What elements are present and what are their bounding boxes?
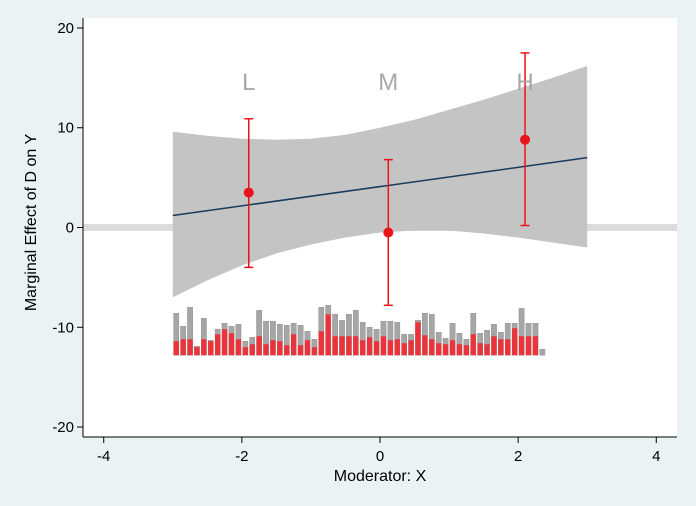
hist-bar-treated — [415, 322, 421, 356]
hist-bar-treated — [401, 343, 407, 356]
x-tick-label: 0 — [376, 448, 384, 465]
y-tick-label: -20 — [52, 419, 74, 436]
hist-bar-treated — [422, 335, 428, 356]
hist-bar-treated — [442, 344, 449, 356]
hist-bar-treated — [373, 341, 380, 356]
hist-bar-treated — [346, 336, 352, 356]
hist-bar-treated — [518, 336, 525, 356]
hist-bar-treated — [249, 344, 255, 356]
hist-bar-treated — [228, 333, 235, 356]
hist-bar-treated — [463, 345, 469, 356]
hist-bar-treated — [297, 345, 304, 356]
hist-bar-treated — [408, 340, 414, 356]
hist-bar-treated — [505, 339, 511, 356]
estimate-point — [383, 227, 394, 238]
hist-bar-treated — [394, 339, 400, 356]
hist-bar-treated — [456, 344, 463, 356]
hist-bar-treated — [173, 341, 179, 356]
bin-label-h: H — [516, 69, 533, 96]
hist-bar-treated — [180, 339, 186, 356]
estimate-point — [243, 187, 254, 198]
hist-bar-treated — [387, 340, 394, 356]
hist-bar-treated — [235, 339, 242, 356]
hist-bar-treated — [277, 341, 283, 356]
x-tick-label: 4 — [652, 448, 660, 465]
estimate-point — [520, 134, 531, 145]
hist-bar-treated — [187, 339, 193, 356]
hist-bar-treated — [318, 331, 324, 356]
hist-bar-treated — [380, 336, 387, 356]
hist-bar-total — [539, 349, 546, 356]
hist-bar-treated — [436, 343, 442, 356]
hist-bar-treated — [221, 329, 228, 356]
hist-bar-treated — [208, 341, 214, 356]
hist-bar-treated — [242, 347, 248, 356]
hist-bar-treated — [498, 339, 504, 356]
hist-bar-treated — [270, 340, 276, 356]
x-tick-label: -2 — [235, 448, 248, 465]
linear-fit-line — [172, 156, 588, 217]
hist-bar-treated — [256, 336, 262, 356]
hist-bar-treated — [484, 344, 490, 356]
hist-bar-treated — [339, 336, 345, 356]
histogram — [173, 305, 546, 356]
hist-bar-treated — [470, 334, 476, 356]
x-tick-label: -4 — [97, 448, 110, 465]
y-tick-label: 10 — [57, 120, 74, 137]
bin-label-l: L — [242, 69, 255, 96]
y-tick-label: 0 — [66, 220, 74, 237]
hist-bar-treated — [360, 340, 366, 356]
hist-bar-treated — [201, 339, 207, 356]
hist-bar-treated — [291, 334, 297, 356]
hist-bar-treated — [311, 347, 318, 356]
bin-label-m: M — [378, 69, 398, 96]
hist-bar-treated — [353, 336, 359, 356]
y-tick-label: 20 — [57, 20, 74, 37]
hist-bar-treated — [449, 340, 456, 356]
y-axis-title: Marginal Effect of D on Y — [23, 134, 40, 312]
hist-bar-treated — [477, 343, 483, 356]
hist-bar-treated — [263, 344, 269, 356]
hist-bar-treated — [429, 339, 435, 356]
hist-bar-treated — [512, 328, 518, 356]
y-tick-label: -10 — [52, 319, 74, 336]
hist-bar-treated — [491, 336, 497, 356]
hist-bar-treated — [304, 340, 311, 356]
hist-bar-treated — [325, 314, 331, 356]
confidence-band — [172, 65, 588, 298]
x-axis-title: Moderator: X — [334, 468, 427, 485]
hist-bar-treated — [284, 345, 290, 356]
hist-bar-treated — [332, 336, 338, 356]
hist-bar-treated — [366, 337, 373, 356]
hist-bar-treated — [525, 336, 532, 356]
hist-bar-treated — [532, 336, 539, 356]
hist-bar-treated — [194, 347, 200, 356]
x-tick-label: 2 — [514, 448, 522, 465]
hist-bar-treated — [215, 334, 221, 356]
